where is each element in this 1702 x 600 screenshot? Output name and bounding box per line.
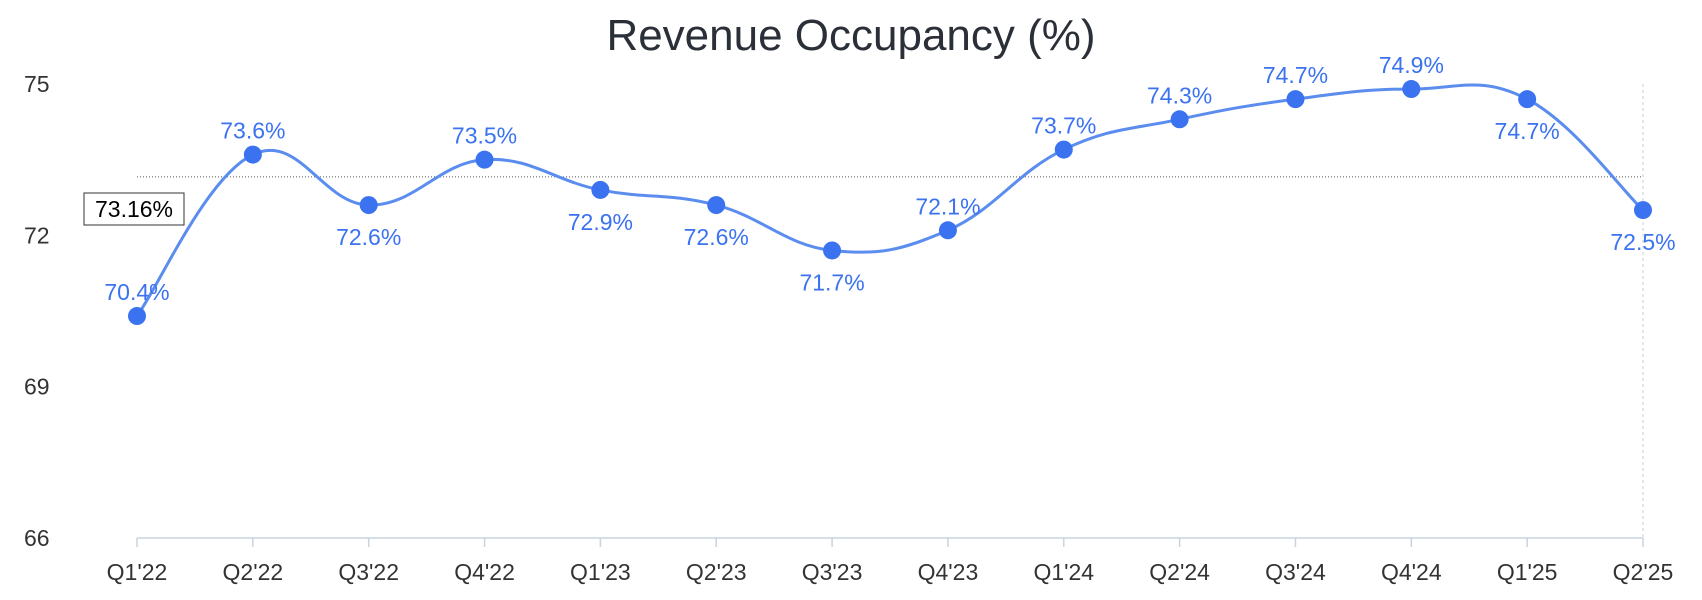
x-tick-label: Q4'22: [454, 559, 515, 585]
data-point: [128, 307, 146, 326]
data-point: [1634, 201, 1652, 220]
data-point: [359, 196, 378, 215]
data-label: 72.6%: [684, 224, 749, 250]
reference-line-group: 73.16%: [83, 176, 1643, 226]
data-label: 74.9%: [1379, 52, 1444, 78]
data-point: [707, 196, 726, 215]
data-point: [243, 145, 262, 164]
x-tick-label: Q2'25: [1613, 559, 1674, 585]
x-tick-label: Q3'22: [338, 559, 399, 585]
data-point: [1170, 110, 1189, 129]
x-tick-label: Q2'24: [1149, 559, 1210, 585]
x-tick-label: Q1'24: [1033, 559, 1094, 585]
data-label: 72.5%: [1610, 229, 1675, 255]
data-point: [1054, 140, 1073, 159]
x-tick-label: Q3'23: [802, 559, 863, 585]
x-tick-label: Q4'23: [918, 559, 979, 585]
data-point: [1286, 90, 1305, 109]
data-point: [1402, 80, 1421, 99]
data-label: 72.9%: [568, 209, 633, 235]
data-point: [475, 150, 494, 169]
data-label: 74.7%: [1495, 118, 1560, 144]
x-tick-label: Q1'25: [1497, 559, 1558, 585]
data-point: [823, 241, 842, 260]
data-label: 73.5%: [452, 123, 517, 149]
data-label: 73.6%: [220, 118, 285, 144]
series-line: [135, 83, 1645, 317]
x-axis: Q1'22 Q2'22 Q3'22 Q4'22 Q1'23 Q2'23 Q3'23 Q4'23…: [107, 84, 1674, 585]
data-point: [938, 221, 957, 240]
y-tick-label: 66: [24, 525, 50, 551]
x-tick-label: Q3'24: [1265, 559, 1326, 585]
data-labels-group: 70.4% 73.6% 72.6% 73.5% 72.9% 72.6% 71.7% 72.1%…: [104, 52, 1675, 305]
data-label: 72.1%: [915, 193, 980, 219]
x-tick-label: Q2'23: [686, 559, 747, 585]
data-point: [591, 180, 610, 199]
y-tick-label: 69: [24, 374, 50, 400]
data-label: 74.7%: [1263, 62, 1328, 88]
data-label: 71.7%: [799, 269, 864, 295]
data-point: [1518, 90, 1537, 109]
x-tick-label: Q4'24: [1381, 559, 1442, 585]
chart-title: Revenue Occupancy (%): [606, 11, 1095, 60]
x-tick-label: Q1'22: [107, 559, 168, 585]
x-tick-label: Q1'23: [570, 559, 631, 585]
data-label: 73.7%: [1031, 113, 1096, 139]
data-label: 70.4%: [104, 279, 169, 305]
reference-label-box: [83, 192, 185, 226]
data-label: 74.3%: [1147, 82, 1212, 108]
x-tick-label: Q2'22: [223, 559, 284, 585]
y-tick-label: 75: [24, 71, 50, 97]
y-axis: 66 69 72 75: [24, 71, 50, 551]
y-tick-label: 72: [24, 222, 50, 248]
data-label: 72.6%: [336, 224, 401, 250]
series-group: [128, 80, 1652, 326]
reference-line-label: 73.16%: [95, 196, 173, 222]
